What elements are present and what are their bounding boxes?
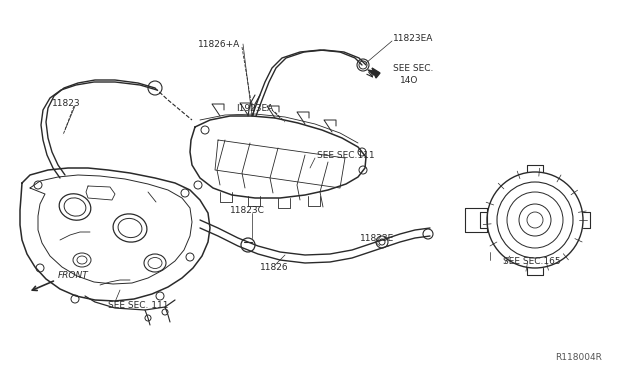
Text: 11826+A: 11826+A [198,39,240,48]
Text: 14O: 14O [400,76,419,84]
Text: 11823: 11823 [52,99,81,108]
Text: SEE SEC.165: SEE SEC.165 [503,257,561,266]
Text: FRONT: FRONT [58,272,89,280]
Text: I1923EA: I1923EA [236,103,273,112]
Text: 11823E: 11823E [360,234,394,243]
Text: R118004R: R118004R [555,353,602,362]
Text: SEE SEC. 111: SEE SEC. 111 [108,301,168,310]
Text: 11823C: 11823C [230,205,265,215]
Text: SEE SEC.: SEE SEC. [393,64,433,73]
Polygon shape [368,70,378,75]
Text: SEE SEC.111: SEE SEC.111 [317,151,374,160]
Text: 11826: 11826 [260,263,289,273]
Polygon shape [372,68,380,78]
Text: 11823EA: 11823EA [393,33,433,42]
